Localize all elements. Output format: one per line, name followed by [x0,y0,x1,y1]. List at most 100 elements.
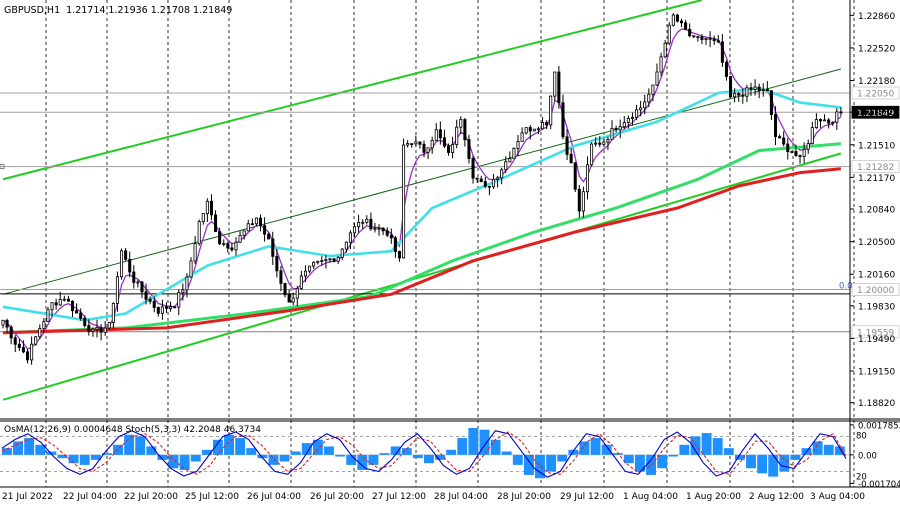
price-level-label: 1.19559 [857,328,894,338]
candle-bull [242,230,246,236]
candle-bear [152,300,156,308]
candle-bear [263,225,267,235]
candle-bull [222,243,226,245]
candle-bull [50,302,54,311]
candle-bear [471,158,475,179]
candle-bear [389,234,393,239]
x-tick-label: 25 Jul 12:00 [185,492,239,502]
candle-bull [185,276,189,291]
candle-bull [434,129,438,141]
candle-bear [438,129,442,139]
candle-bull [357,222,361,228]
x-tick-label: 22 Jul 20:00 [124,492,178,502]
osma-bar [734,454,745,460]
candle-bull [103,327,107,333]
candle-bear [381,227,385,232]
candle-bull [291,297,295,303]
candle-bull [761,89,765,92]
candle-bull [594,142,598,145]
osma-bar [568,449,579,455]
candle-bull [696,36,700,39]
candle-bull [590,143,594,166]
candle-bull [622,122,626,128]
channel-upper-line [2,0,703,181]
candle-bull [46,309,50,322]
osma-bar [301,443,312,455]
candle-bear [267,233,271,240]
candle-bear [684,22,688,30]
x-tick-label: 2 Aug 12:00 [749,492,804,502]
candle-bear [798,155,802,157]
osma-bar [268,454,279,465]
candle-bull [671,14,675,26]
candle-bull [160,306,164,314]
candle-bear [164,306,169,309]
candle-bear [283,282,287,296]
y-tick-label: 1.19150 [858,368,895,378]
candle-bull [585,164,590,193]
candle-bull [810,127,814,144]
osma-bar [24,438,35,455]
candle-bull [659,56,663,73]
candle-bear [214,214,218,233]
osma-bar [535,454,545,479]
candle-bear [720,41,724,63]
candle-bear [778,136,782,139]
candle-bull [831,121,835,124]
osma-bar [2,448,12,455]
candle-bull [95,326,99,330]
candle-bull [581,191,585,212]
osma-bar [668,454,679,457]
candle-bull [169,306,173,309]
candle-bull [91,328,95,332]
candle-bull [58,299,62,306]
x-tick-label: 1 Aug 20:00 [686,492,741,502]
candle-bear [226,243,230,249]
candle-bull [414,141,418,145]
osma-bar [379,453,390,455]
candle-bull [733,93,737,98]
candle-bull [549,95,553,126]
candle-bull [62,298,66,301]
candle-bull [316,260,320,263]
y-tick-label: 1.20500 [858,238,895,248]
candle-bear [279,270,283,284]
osma-bar [768,454,779,477]
price-level-tag [851,160,900,174]
candle-bull [602,141,606,145]
osma-bar [179,454,190,470]
osma-bar [224,434,235,455]
x-tick-label: 26 Jul 04:00 [247,492,301,502]
candle-bull [630,116,634,119]
candle-bear [782,137,786,145]
candle-bull [205,200,209,214]
candle-bull [328,258,332,261]
osma-bar [579,441,590,455]
osma-bar [457,438,468,455]
osma-bar [68,454,79,464]
candle-bear [598,142,602,145]
candle-bear [827,119,831,124]
candle-bull [340,248,344,258]
osma-bar [590,438,601,455]
candle-bull [655,71,659,86]
osma-bar [823,444,834,455]
x-tick-label: 28 Jul 04:00 [434,492,488,502]
candle-bear [679,20,684,24]
regression-channel [2,0,842,401]
candle-bear [275,255,279,272]
candle-bull [635,109,639,118]
stoch-main-line [1,430,847,478]
candle-bear [716,40,720,43]
price-level-tag [851,325,900,339]
candle-bull [193,243,197,262]
oscillator-label: OsMA(12,26,9) 0.0004648 Stoch(5,3,3) 42.… [4,425,261,435]
candle-bull [647,93,651,103]
candle-bear [839,111,843,114]
candle-bull [639,107,643,111]
osma-bar [79,454,90,465]
y-tick-label: 1.22860 [858,12,895,22]
candle-bear [83,317,87,326]
